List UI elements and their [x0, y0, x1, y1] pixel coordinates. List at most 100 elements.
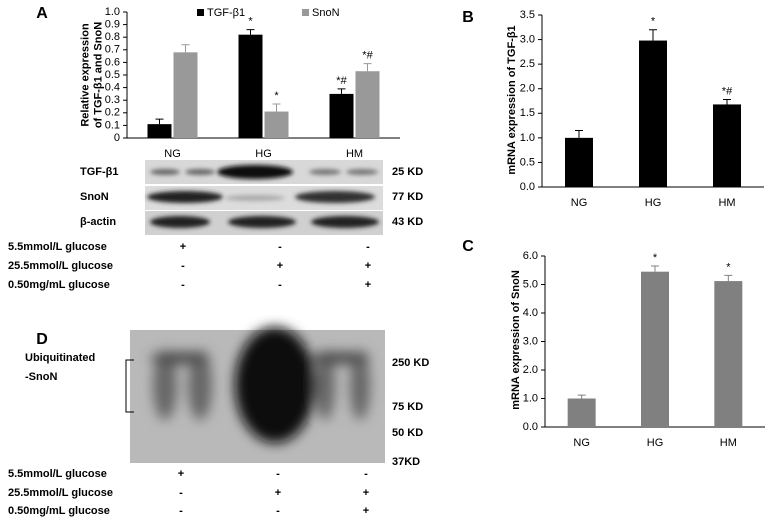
condition-mark: -	[278, 279, 282, 291]
marker-size: 50 KD	[392, 427, 423, 439]
bar	[173, 52, 198, 138]
bar	[639, 40, 667, 187]
y-tick-label: 0.8	[105, 31, 120, 43]
y-tick-label: 0.3	[105, 94, 120, 106]
x-tick-label: HM	[718, 197, 735, 209]
annotation: *#	[362, 50, 373, 62]
error-bar	[724, 274, 733, 282]
y-tick-label: 5.0	[523, 278, 538, 290]
marker-size: 37KD	[392, 456, 420, 468]
condition-mark: -	[181, 260, 185, 272]
legend-swatch	[197, 9, 204, 16]
error-bar	[723, 99, 731, 105]
condition-label: 0.50mg/mL glucose	[8, 279, 110, 291]
band-size: 43 KD	[392, 216, 423, 228]
band-label: TGF-β1	[80, 166, 119, 178]
error-bar	[577, 394, 586, 399]
panel-label: C	[462, 238, 474, 255]
bar	[714, 281, 743, 427]
y-tick-label: 0.2	[105, 107, 120, 119]
condition-mark: -	[179, 487, 183, 499]
condition-mark: -	[276, 468, 280, 480]
blot-bands	[147, 165, 379, 228]
condition-mark: +	[277, 260, 283, 272]
panel-label: D	[36, 331, 48, 348]
x-tick-label: HM	[720, 437, 737, 449]
bar	[565, 137, 593, 187]
error-bar	[651, 265, 659, 272]
y-tick-label: 0.4	[105, 82, 120, 94]
legend-label: TGF-β1	[207, 7, 245, 19]
y-tick-label: 0.5	[520, 156, 535, 168]
panel-label: B	[462, 9, 474, 26]
condition-label: 25.5mmol/L glucose	[8, 487, 113, 499]
y-tick-label: 6.0	[523, 250, 538, 262]
condition-mark: -	[364, 468, 368, 480]
x-tick-label: NG	[571, 197, 588, 209]
y-axis-label: mRNA expression of TGF-β1	[506, 25, 518, 174]
condition-mark: -	[276, 505, 280, 517]
y-axis-label: mRNA expression of SnoN	[510, 270, 522, 410]
band-label: β-actin	[80, 216, 116, 228]
condition-label: 5.5mmol/L glucose	[8, 468, 107, 480]
error-bar	[155, 118, 164, 125]
x-tick-label: HG	[255, 148, 272, 160]
bar	[238, 34, 263, 138]
y-tick-label: 0.5	[105, 69, 120, 81]
y-tick-label: 0.9	[105, 19, 120, 31]
y-tick-label: 0.6	[105, 56, 120, 68]
annotation: *	[651, 16, 656, 28]
y-tick-label: 0.1	[105, 119, 120, 131]
condition-label: 5.5mmol/L glucose	[8, 241, 107, 253]
bar	[567, 398, 596, 427]
x-tick-label: NG	[164, 148, 181, 160]
annotation: *#	[722, 85, 733, 97]
bar	[147, 124, 172, 138]
bar	[264, 111, 289, 138]
error-bar	[337, 88, 346, 94]
annotation: *	[274, 90, 279, 102]
error-bar	[181, 44, 190, 53]
x-tick-label: NG	[573, 437, 590, 449]
condition-mark: -	[366, 241, 370, 253]
condition-label: 25.5mmol/L glucose	[8, 260, 113, 272]
bar	[641, 271, 669, 427]
y-tick-label: 2.0	[523, 364, 538, 376]
annotation: *#	[336, 75, 347, 87]
band-size: 77 KD	[392, 191, 423, 203]
blot-smears	[150, 327, 370, 443]
condition-label: 0.50mg/mL glucose	[8, 505, 110, 517]
y-tick-label: 0.0	[520, 181, 535, 193]
x-tick-label: HM	[346, 148, 363, 160]
condition-mark: +	[178, 468, 184, 480]
y-tick-label: 1.0	[105, 6, 120, 18]
y-tick-label: 0.7	[105, 44, 120, 56]
annotation: *	[726, 261, 731, 273]
y-tick-label: 2.0	[520, 83, 535, 95]
band-label: SnoN	[80, 191, 109, 203]
error-bar	[649, 29, 657, 41]
bar	[329, 93, 354, 138]
condition-mark: +	[363, 487, 369, 499]
annotation: *	[248, 16, 253, 28]
x-tick-label: HG	[647, 437, 664, 449]
y-axis-label: of TGF-β1 and SnoN	[92, 22, 104, 128]
y-tick-label: 3.0	[520, 33, 535, 45]
condition-mark: +	[365, 279, 371, 291]
y-tick-label: 4.0	[523, 307, 538, 319]
error-bar	[246, 29, 255, 35]
x-tick-label: HG	[645, 197, 662, 209]
y-tick-label: 3.5	[520, 9, 535, 21]
error-bar	[272, 103, 281, 112]
bar	[355, 71, 380, 138]
condition-mark: -	[179, 505, 183, 517]
condition-mark: +	[365, 260, 371, 272]
bracket	[125, 359, 134, 413]
marker-size: 250 KD	[392, 357, 429, 369]
bar	[713, 104, 741, 187]
panel-label: A	[36, 5, 48, 22]
y-axis-label: Relative expression	[79, 23, 91, 127]
band-size: 25 KD	[392, 166, 423, 178]
